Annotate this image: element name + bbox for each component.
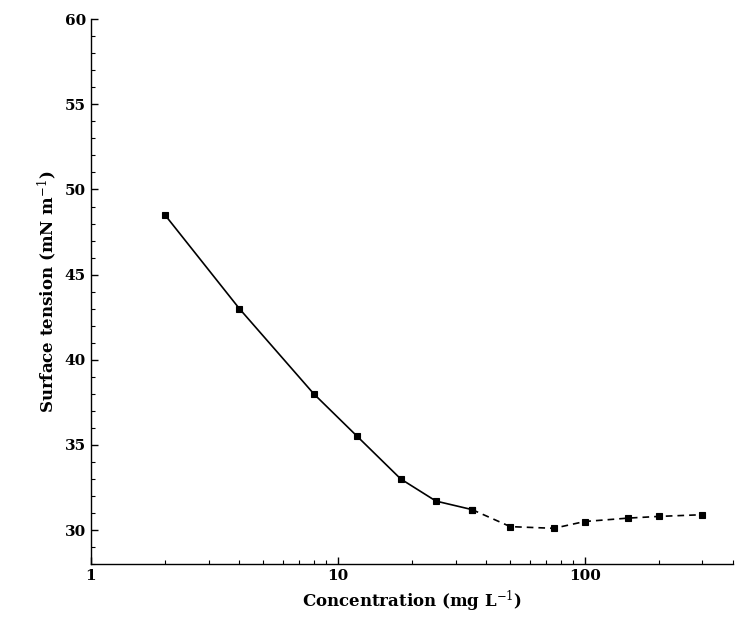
X-axis label: Concentration (mg L$^{-1}$): Concentration (mg L$^{-1}$) xyxy=(302,588,522,613)
Y-axis label: Surface tension (mN m$^{-1}$): Surface tension (mN m$^{-1}$) xyxy=(36,171,59,413)
